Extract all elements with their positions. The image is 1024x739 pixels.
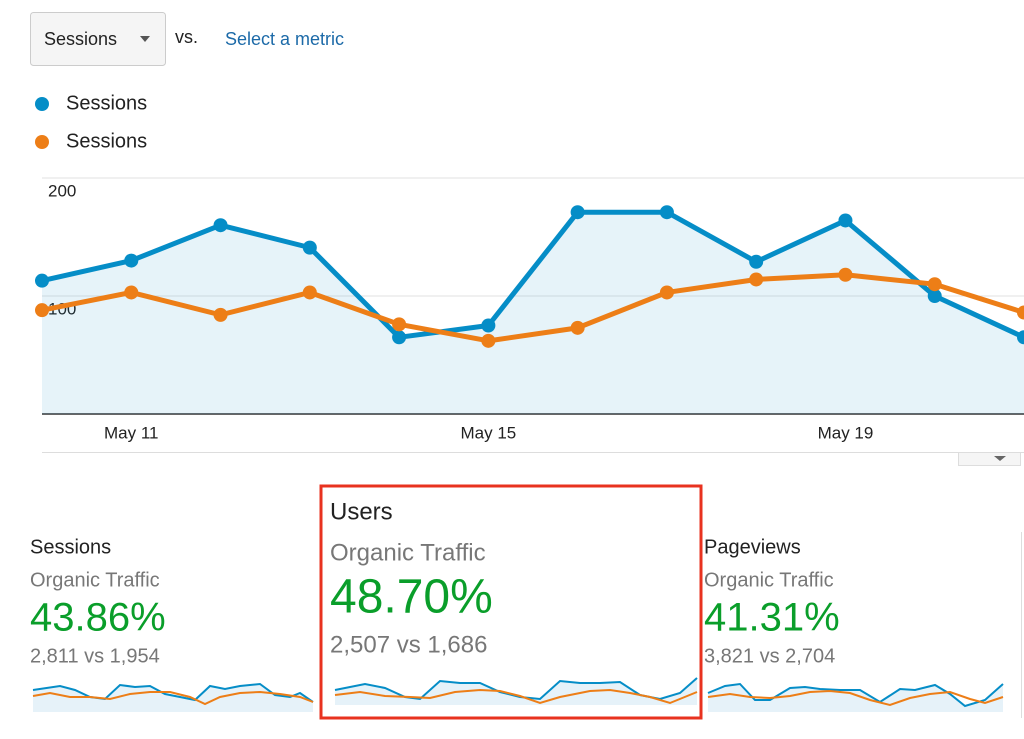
legend-dot	[35, 135, 49, 149]
x-tick-label: May 15	[460, 423, 516, 442]
data-point	[213, 218, 228, 233]
legend-label: Sessions	[66, 130, 147, 152]
card-value: 48.70%	[330, 571, 493, 624]
data-point	[124, 285, 139, 300]
card-title: Sessions	[30, 536, 111, 558]
card-value: 43.86%	[30, 596, 166, 640]
x-tick-label: May 19	[818, 423, 874, 442]
card-subtitle: Organic Traffic	[330, 539, 486, 566]
sparkline	[707, 682, 1004, 712]
data-point	[124, 253, 139, 268]
vs-label: vs.	[175, 27, 198, 47]
highlight-box	[319, 484, 703, 720]
data-point	[392, 330, 407, 345]
data-point	[659, 285, 674, 300]
data-point	[481, 318, 496, 333]
data-point	[302, 240, 317, 255]
area	[42, 212, 1024, 414]
sparkline	[334, 677, 698, 705]
dropdown-caret	[140, 36, 150, 42]
legend-label: Sessions	[66, 92, 147, 114]
card-comparison: 3,821 vs 2,704	[704, 645, 835, 667]
data-point	[481, 333, 496, 348]
data-point	[570, 205, 585, 220]
card-title: Pageviews	[704, 536, 801, 558]
card-comparison: 2,811 vs 1,954	[30, 645, 160, 667]
data-point	[927, 277, 942, 292]
expand-toggle[interactable]	[958, 452, 1021, 466]
data-point	[35, 273, 49, 288]
data-point	[35, 303, 49, 318]
sparkline	[32, 682, 314, 712]
y-tick-label: 200	[48, 181, 76, 200]
select-metric-link[interactable]: Select a metric	[225, 29, 344, 49]
data-point	[570, 320, 585, 335]
data-point	[749, 272, 764, 287]
card-value: 41.31%	[704, 596, 840, 640]
data-point	[392, 317, 407, 332]
data-point	[659, 205, 674, 220]
x-tick-label: May 11	[104, 423, 159, 442]
expand-caret	[994, 456, 1006, 461]
card-subtitle: Organic Traffic	[30, 569, 160, 591]
data-point	[749, 254, 764, 269]
metric-dropdown-label: Sessions	[44, 29, 117, 49]
card-subtitle: Organic Traffic	[704, 569, 834, 591]
series-line	[41, 209, 1024, 340]
data-point	[1017, 305, 1024, 320]
data-point	[213, 307, 228, 322]
legend-dot	[35, 97, 49, 111]
data-point	[838, 213, 853, 228]
card-comparison: 2,507 vs 1,686	[330, 631, 487, 658]
data-point	[838, 267, 853, 282]
card-title: Users	[330, 498, 393, 525]
data-point	[927, 289, 942, 303]
metric-dropdown[interactable]	[30, 12, 166, 66]
data-point	[1017, 330, 1024, 345]
series-line	[41, 272, 1024, 344]
data-point	[302, 285, 317, 300]
